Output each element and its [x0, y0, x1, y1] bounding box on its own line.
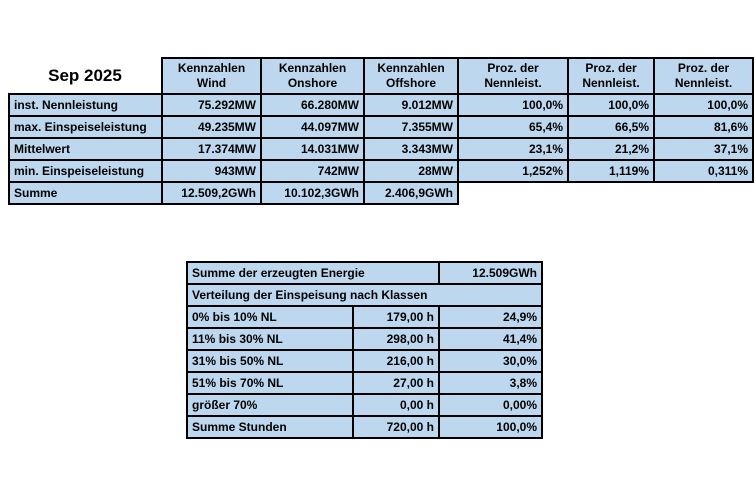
cell-value: 10.102,3GWh	[260, 181, 365, 205]
month-title: Sep 2025	[48, 65, 122, 85]
class-label: größer 70%	[186, 393, 354, 417]
cell-value: 28MW	[363, 159, 459, 183]
empty-cell	[458, 182, 568, 204]
table-row: 0% bis 10% NL 179,00 h 24,9%	[186, 305, 543, 329]
hours-value: 298,00 h	[352, 327, 440, 351]
percent-value: 100,0%	[438, 415, 543, 439]
cell-value: 742MW	[260, 159, 365, 183]
class-label: 51% bis 70% NL	[186, 371, 354, 395]
section-title: Verteilung der Einspeisung nach Klassen	[186, 283, 543, 307]
table-row: 11% bis 30% NL 298,00 h 41,4%	[186, 327, 543, 351]
cell-value: 3.343MW	[363, 137, 459, 161]
kennzahlen-table: Sep 2025 Kennzahlen Wind Kennzahlen Onsh…	[8, 57, 754, 205]
hours-value: 27,00 h	[352, 371, 440, 395]
row-label: max. Einspeiseleistung	[8, 115, 163, 139]
cell-value: 75.292MW	[161, 93, 262, 117]
kennzahlen-header-row: Sep 2025 Kennzahlen Wind Kennzahlen Onsh…	[9, 57, 754, 95]
column-header-onshore: Kennzahlen Onshore	[260, 57, 365, 95]
cell-value: 0,311%	[653, 159, 754, 183]
class-label: 0% bis 10% NL	[186, 305, 354, 329]
cell-value: 23,1%	[457, 137, 569, 161]
row-label: inst. Nennleistung	[8, 93, 163, 117]
table-row: max. Einspeiseleistung 49.235MW 44.097MW…	[8, 115, 754, 139]
cell-value: 1,252%	[457, 159, 569, 183]
cell-value: 9.012MW	[363, 93, 459, 117]
table-row: Mittelwert 17.374MW 14.031MW 3.343MW 23,…	[8, 137, 754, 161]
cell-value: 44.097MW	[260, 115, 365, 139]
class-label: 11% bis 30% NL	[186, 327, 354, 351]
verteilung-table: Summe der erzeugten Energie 12.509GWh Ve…	[186, 261, 543, 439]
cell-value: 37,1%	[653, 137, 754, 161]
column-header-offshore: Kennzahlen Offshore	[363, 57, 459, 95]
table-row-summe: Summe 12.509,2GWh 10.102,3GWh 2.406,9GWh	[8, 181, 753, 205]
cell-value: 7.355MW	[363, 115, 459, 139]
cell-value: 17.374MW	[161, 137, 262, 161]
percent-value: 30,0%	[438, 349, 543, 373]
row-label: Mittelwert	[8, 137, 163, 161]
percent-value: 41,4%	[438, 327, 543, 351]
cell-value: 2.406,9GWh	[363, 181, 459, 205]
empty-cell	[654, 182, 753, 204]
cell-value: 66.280MW	[260, 93, 365, 117]
class-label: Summe Stunden	[186, 415, 354, 439]
class-label: 31% bis 50% NL	[186, 349, 354, 373]
cell-value: 49.235MW	[161, 115, 262, 139]
cell-value: 100,0%	[567, 93, 655, 117]
section-title-row: Verteilung der Einspeisung nach Klassen	[186, 283, 543, 307]
column-header-proz-wind: Proz. der Nennleist.	[457, 57, 569, 95]
table-row: inst. Nennleistung 75.292MW 66.280MW 9.0…	[8, 93, 754, 117]
table-row: 31% bis 50% NL 216,00 h 30,0%	[186, 349, 543, 373]
row-label: Summe	[8, 181, 163, 205]
empty-cell	[568, 182, 654, 204]
percent-value: 0,00%	[438, 393, 543, 417]
hours-value: 0,00 h	[352, 393, 440, 417]
table-row: min. Einspeiseleistung 943MW 742MW 28MW …	[8, 159, 754, 183]
cell-value: 100,0%	[457, 93, 569, 117]
column-header-proz-offshore: Proz. der Nennleist.	[653, 57, 754, 95]
column-header-wind: Kennzahlen Wind	[161, 57, 262, 95]
row-label: min. Einspeiseleistung	[8, 159, 163, 183]
cell-value: 1,119%	[567, 159, 655, 183]
cell-value: 943MW	[161, 159, 262, 183]
table-row: 51% bis 70% NL 27,00 h 3,8%	[186, 371, 543, 395]
table-row: größer 70% 0,00 h 0,00%	[186, 393, 543, 417]
table-row-summe-stunden: Summe Stunden 720,00 h 100,0%	[186, 415, 543, 439]
hours-value: 720,00 h	[352, 415, 440, 439]
summary-value: 12.509GWh	[438, 261, 543, 285]
cell-value: 65,4%	[457, 115, 569, 139]
summary-row: Summe der erzeugten Energie 12.509GWh	[186, 261, 543, 285]
column-header-proz-onshore: Proz. der Nennleist.	[567, 57, 655, 95]
cell-value: 12.509,2GWh	[161, 181, 262, 205]
summary-label: Summe der erzeugten Energie	[186, 261, 440, 285]
cell-value: 66,5%	[567, 115, 655, 139]
cell-value: 100,0%	[653, 93, 754, 117]
cell-value: 14.031MW	[260, 137, 365, 161]
cell-value: 81,6%	[653, 115, 754, 139]
hours-value: 216,00 h	[352, 349, 440, 373]
cell-value: 21,2%	[567, 137, 655, 161]
percent-value: 24,9%	[438, 305, 543, 329]
percent-value: 3,8%	[438, 371, 543, 395]
hours-value: 179,00 h	[352, 305, 440, 329]
